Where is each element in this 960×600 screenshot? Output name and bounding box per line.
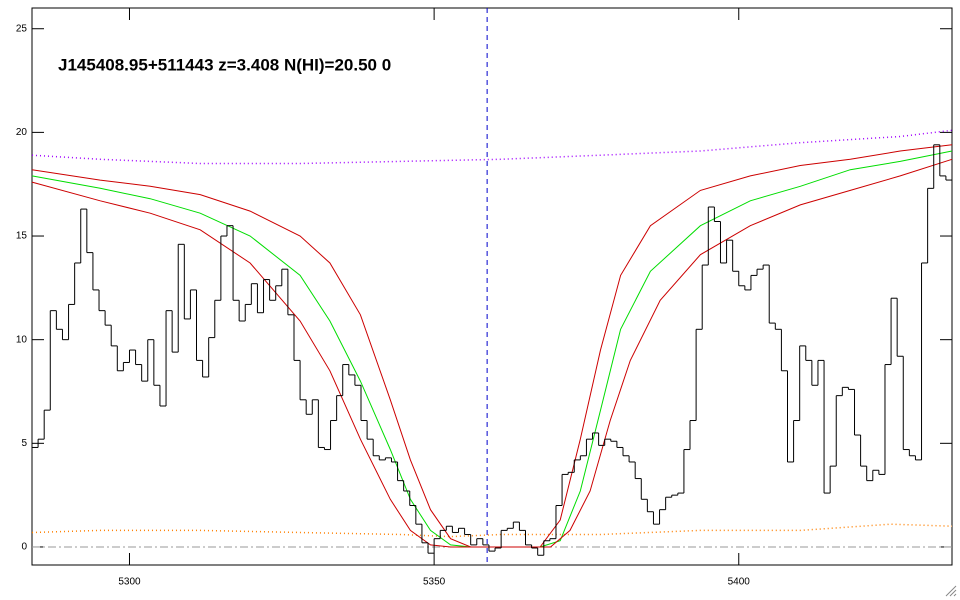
model-line xyxy=(31,129,953,165)
y-tick-label: 20 xyxy=(16,127,28,138)
plot-frame xyxy=(31,7,953,566)
model-line xyxy=(31,150,953,548)
chart-title: J145408.95+511443 z=3.408 N(HI)=20.50 0 xyxy=(58,55,391,74)
y-tick-label: 25 xyxy=(16,23,28,34)
model-line xyxy=(31,144,953,548)
model-line xyxy=(31,158,953,548)
y-tick-label: 5 xyxy=(21,438,27,449)
x-tick-label: 5350 xyxy=(423,577,446,588)
y-tick-label: 15 xyxy=(16,231,28,242)
x-tick-label: 5400 xyxy=(728,577,751,588)
resize-grip xyxy=(945,585,957,597)
x-tick-label: 5300 xyxy=(118,577,141,588)
y-tick-label: 0 xyxy=(21,542,27,553)
y-tick-label: 10 xyxy=(16,334,28,345)
plot-marks xyxy=(31,8,953,565)
model-line xyxy=(31,523,953,538)
